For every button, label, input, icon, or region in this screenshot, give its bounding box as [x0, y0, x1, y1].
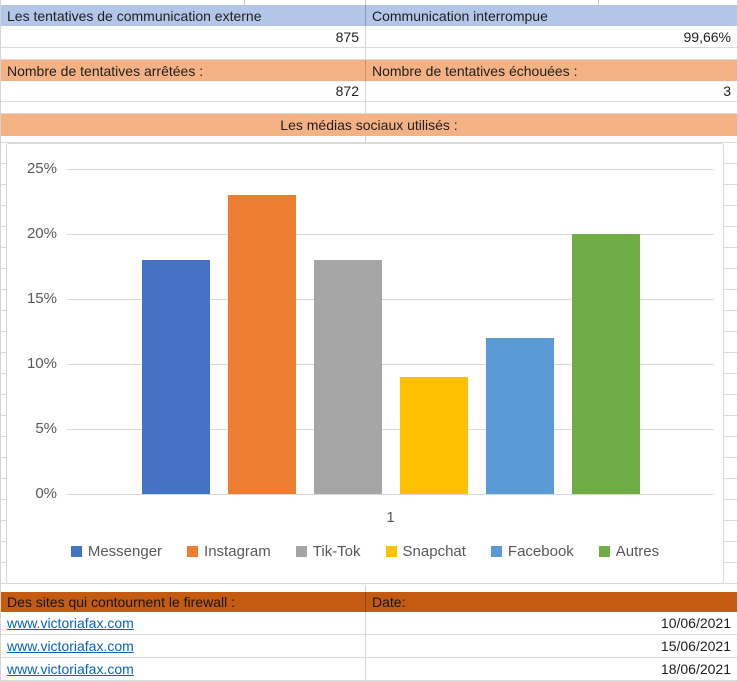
cell-stopped-attempts-label[interactable]: Nombre de tentatives arrêtées :: [7, 62, 204, 79]
bar-autres[interactable]: [571, 234, 640, 494]
grid-sliver-top: [1, 0, 737, 5]
cell-failed-attempts-label[interactable]: Nombre de tentatives échouées :: [365, 60, 737, 81]
legend-swatch-tik-tok: [295, 546, 307, 557]
summary-values-row: 875 99,66%: [1, 26, 737, 48]
grid-sliver: [1, 136, 737, 143]
site-link[interactable]: www.victoriafax.com: [7, 661, 134, 677]
cell-empty[interactable]: [365, 48, 737, 59]
cell-stopped-attempts-value[interactable]: 872: [335, 83, 359, 99]
cell-site-date[interactable]: 18/06/2021: [365, 658, 737, 680]
chart-legend: Messenger Instagram Tik-Tok Snapchat Faceboo…: [7, 543, 723, 560]
cell-external-attempts-value[interactable]: 875: [335, 28, 359, 45]
gridline-10: [67, 364, 714, 365]
legend-label: Tik-Tok: [312, 543, 361, 560]
y-tick-label: 25%: [26, 160, 57, 177]
gridline-15: [67, 299, 714, 300]
cell-empty: [365, 136, 737, 142]
site-row: www.victoriafax.com 10/06/2021: [1, 612, 737, 635]
cell-date-label[interactable]: Date:: [365, 592, 737, 612]
summary-header-row: Les tentatives de communication externe …: [1, 5, 737, 26]
sites-header-row: Des sites qui contournent le firewall : …: [1, 592, 737, 612]
bar-messenger[interactable]: [141, 260, 210, 494]
column-gridline: [365, 0, 366, 5]
site-link[interactable]: www.victoriafax.com: [7, 638, 134, 654]
legend-swatch-messenger: [70, 546, 82, 557]
empty-row: [1, 48, 737, 60]
site-row: www.victoriafax.com 18/06/2021: [1, 658, 737, 681]
legend-swatch-facebook: [490, 546, 502, 557]
column-gridline: [598, 0, 599, 5]
cell-empty[interactable]: [1, 102, 365, 113]
cell-empty[interactable]: [365, 102, 737, 113]
bar-series-cluster: [67, 169, 714, 494]
cell-social-media-title[interactable]: Les médias sociaux utilisés :: [280, 117, 458, 133]
site-link[interactable]: www.victoriafax.com: [7, 615, 134, 631]
legend-item-facebook[interactable]: Facebook: [490, 543, 574, 560]
cell-site-date[interactable]: 10/06/2021: [365, 612, 737, 634]
cell-empty: [365, 585, 737, 592]
site-row: www.victoriafax.com 15/06/2021: [1, 635, 737, 658]
legend-swatch-autres: [598, 546, 610, 557]
legend-label: Messenger: [87, 543, 163, 560]
x-axis-category-label: 1: [386, 509, 395, 526]
legend-item-tik-tok[interactable]: Tik-Tok: [295, 543, 361, 560]
y-tick-label: 10%: [26, 355, 57, 372]
cell-empty[interactable]: [1, 48, 365, 59]
cell-site-date[interactable]: 15/06/2021: [365, 635, 737, 657]
legend-item-instagram[interactable]: Instagram: [187, 543, 271, 560]
cell-interrupted-value[interactable]: 99,66%: [365, 26, 737, 47]
y-tick-label: 15%: [26, 290, 57, 307]
legend-item-autres[interactable]: Autres: [598, 543, 660, 560]
gridline-5: [67, 429, 714, 430]
bar-facebook[interactable]: [485, 338, 554, 494]
legend-item-messenger[interactable]: Messenger: [70, 543, 163, 560]
plot-area: [67, 169, 714, 495]
legend-label: Snapchat: [402, 543, 466, 560]
attempts-header-row: Nombre de tentatives arrêtées : Nombre d…: [1, 60, 737, 81]
legend-item-snapchat[interactable]: Snapchat: [385, 543, 466, 560]
legend-label: Facebook: [507, 543, 574, 560]
social-media-header-row: Les médias sociaux utilisés :: [1, 114, 737, 136]
y-tick-label: 0%: [35, 485, 57, 502]
y-tick-label: 5%: [35, 420, 57, 437]
gridline-0: [67, 494, 714, 495]
legend-label: Instagram: [204, 543, 271, 560]
cell-failed-attempts-value[interactable]: 3: [365, 81, 737, 101]
y-tick-label: 20%: [26, 225, 57, 242]
legend-swatch-instagram: [187, 546, 199, 557]
column-gridline: [244, 0, 245, 5]
empty-row: [1, 102, 737, 114]
cell-external-attempts-label[interactable]: Les tentatives de communication externe: [7, 7, 262, 24]
cell-firewall-sites-label[interactable]: Des sites qui contournent le firewall :: [7, 594, 235, 610]
social-media-bar-chart[interactable]: 0% 5% 10% 15% 20% 25% 1 Messenger Instagram Tik…: [6, 143, 724, 584]
chart-zone: 0% 5% 10% 15% 20% 25% 1 Messenger Instagram Tik…: [1, 143, 737, 585]
gridline-25: [67, 169, 714, 170]
grid-sliver: [1, 585, 737, 592]
cell-empty: [1, 136, 365, 142]
bar-snapchat[interactable]: [399, 377, 468, 494]
gridline-20: [67, 234, 714, 235]
legend-swatch-snapchat: [385, 546, 397, 557]
legend-label: Autres: [615, 543, 660, 560]
bar-tik-tok[interactable]: [313, 260, 382, 494]
cell-empty: [1, 585, 365, 592]
cell-interrupted-label[interactable]: Communication interrompue: [365, 5, 737, 26]
bar-instagram[interactable]: [227, 195, 296, 494]
attempts-values-row: 872 3: [1, 81, 737, 102]
